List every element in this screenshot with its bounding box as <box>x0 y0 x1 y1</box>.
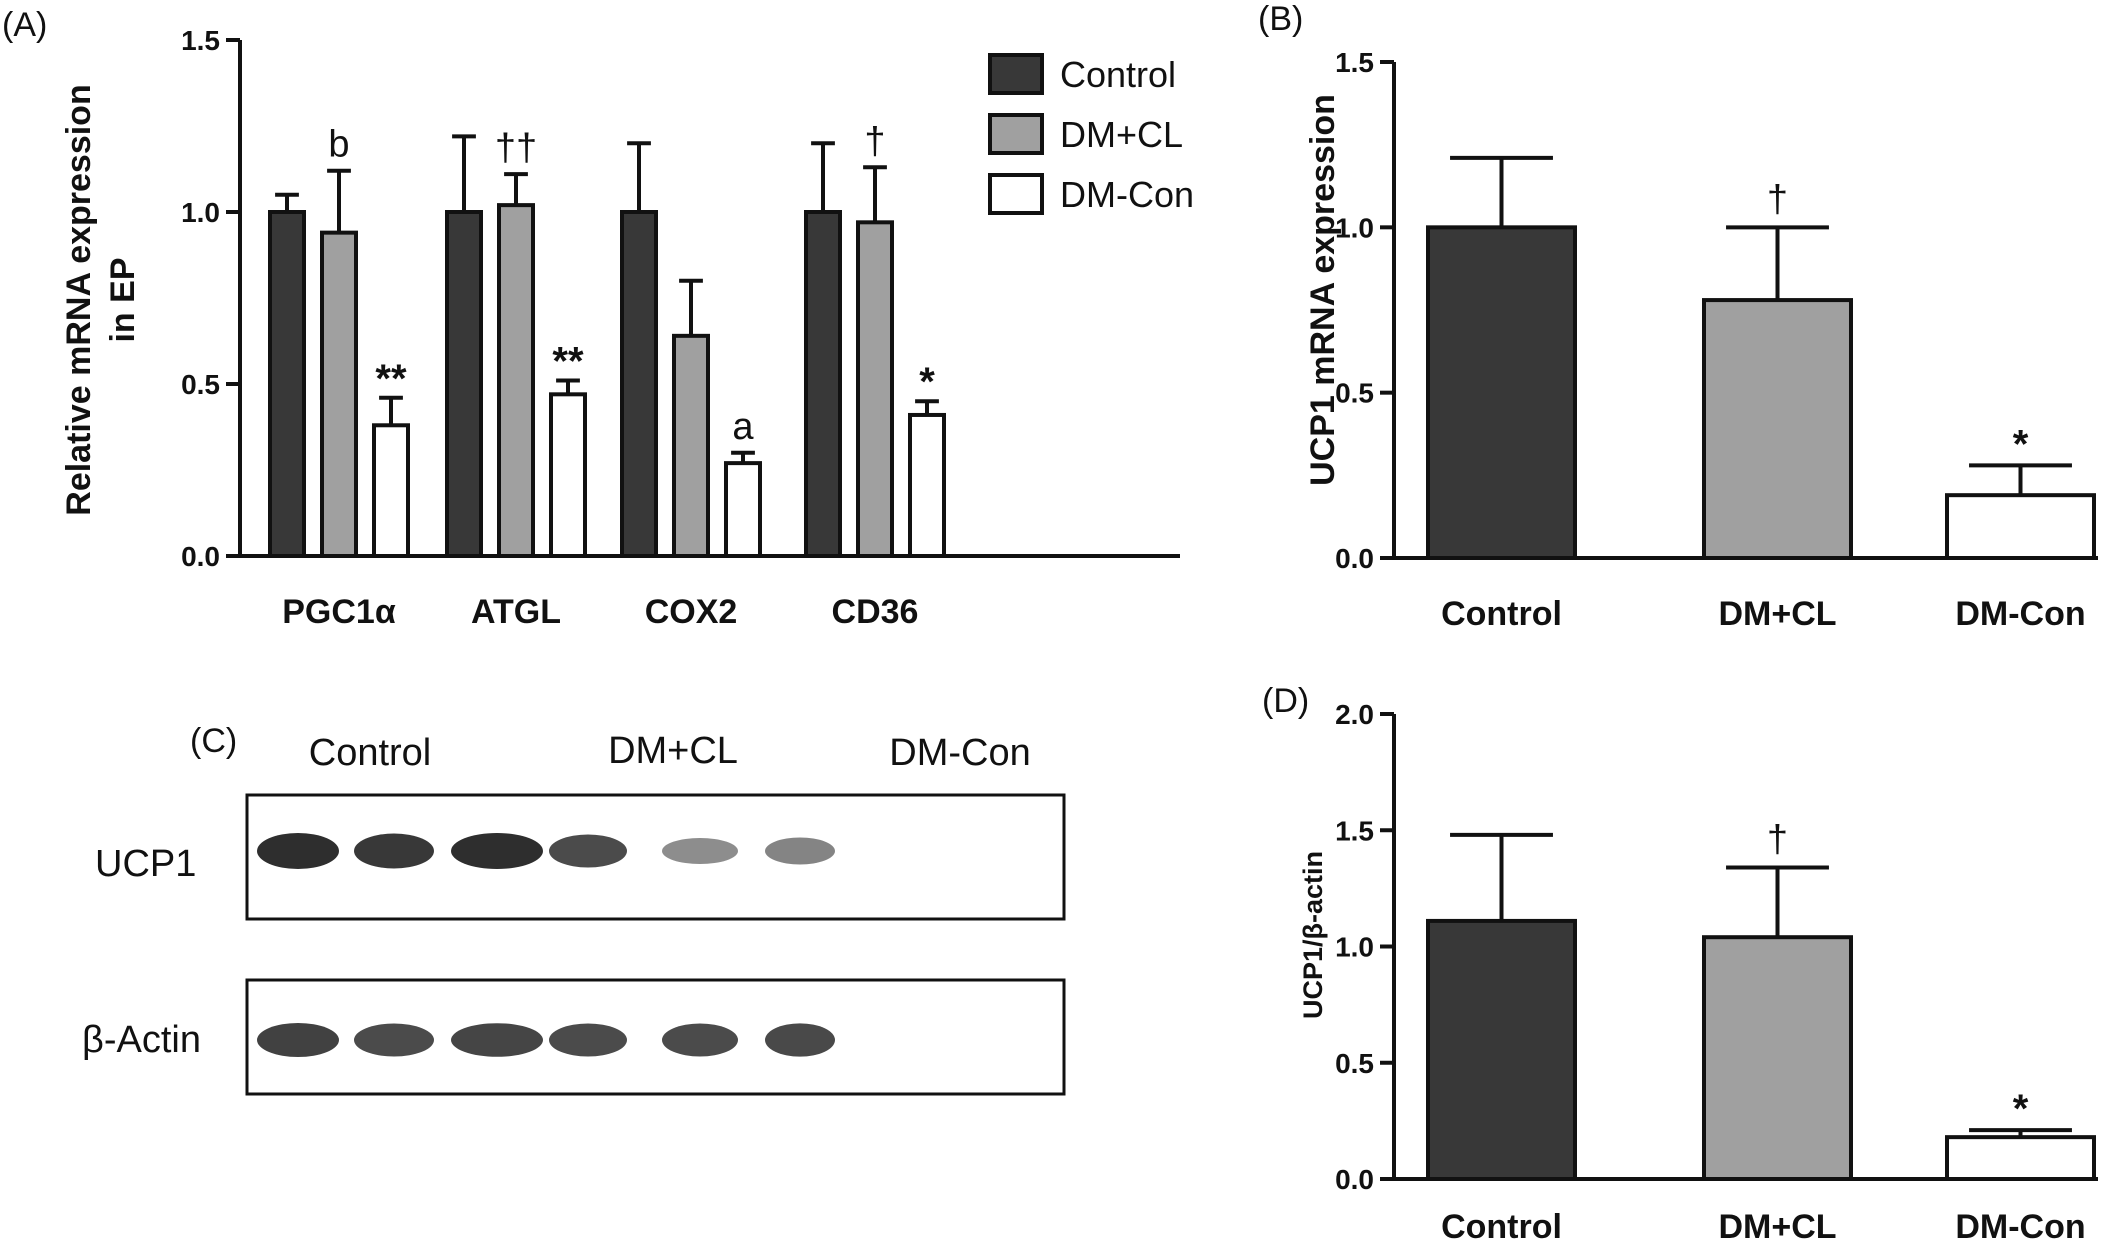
panel-d-y-tick-label: 0.5 <box>1335 1048 1374 1079</box>
blot-band-actin <box>549 1023 627 1057</box>
panel-b-bar-control <box>1426 225 1577 560</box>
panel-d-category-label: DM+CL <box>1718 1208 1836 1246</box>
panel-d-y-tick-label: 2.0 <box>1335 699 1374 730</box>
panel-a-y-tick-label: 0.0 <box>181 541 220 572</box>
panel-a-annotation: †† <box>495 127 537 169</box>
panel-a-ylabel-line2: in EP <box>104 257 142 342</box>
legend-swatch-control <box>988 53 1044 95</box>
panel-a-bar-cd36-dm-con <box>908 412 946 558</box>
panel-d-bar-control <box>1426 918 1577 1181</box>
panel-b-y-tick-label: 0.5 <box>1335 378 1374 409</box>
wb-row-label-beta-actin: β-Actin <box>82 1019 201 1061</box>
panel-b-letter: (B) <box>1258 0 1303 38</box>
panel-d: (D) UCP1/β-actin 0.0 0.5 1.0 1.5 2.0 Control †… <box>1262 682 2098 1246</box>
legend-label-dm-con: DM-Con <box>1060 174 1194 215</box>
panel-a-category-label: PGC1α <box>282 593 396 631</box>
panel-a-bar-atgl-control <box>445 210 483 558</box>
blot-band-actin <box>765 1023 835 1057</box>
legend: Control DM+CL DM-Con <box>988 53 1194 215</box>
blot-band-ucp1 <box>257 833 339 869</box>
panel-a-bar-atgl-dm-cl <box>497 203 535 558</box>
panel-a: (A) Relative mRNA expression in EP Contr… <box>2 6 1194 631</box>
panel-b-category-label: DM+CL <box>1718 595 1836 633</box>
panel-a-ylabel-line1: Relative mRNA expression <box>60 84 98 515</box>
panel-b-annotation: † <box>1767 178 1788 220</box>
legend-label-control: Control <box>1060 54 1176 95</box>
blot-band-actin <box>257 1023 339 1057</box>
blot-band-ucp1 <box>765 837 835 865</box>
panel-b-bar-dm-con <box>1945 493 2096 561</box>
blot-band-ucp1 <box>662 838 738 864</box>
panel-c-letter: (C) <box>190 722 237 760</box>
panel-b-y-tick-label: 1.5 <box>1335 47 1374 78</box>
panel-d-bar-dm-con <box>1945 1135 2096 1182</box>
panel-d-y-tick-label: 1.0 <box>1335 932 1374 963</box>
panel-d-category-label: Control <box>1441 1208 1562 1246</box>
wb-group-label-dm-con: DM-Con <box>889 732 1030 774</box>
panel-b-ylabel: UCP1 mRNA expression <box>1304 94 1342 486</box>
panel-c-western-blot: (C) Control DM+CL DM-Con UCP1 β-Actin <box>82 722 1066 1096</box>
blot-band-actin <box>662 1023 738 1057</box>
panel-a-bar-pgc1-dm-cl <box>320 230 358 558</box>
panel-b-category-label: Control <box>1441 595 1562 633</box>
panel-a-bar-pgc1-dm-con <box>372 423 410 558</box>
panel-a-category-label: CD36 <box>832 593 919 631</box>
panel-b-annotation: * <box>2013 422 2029 466</box>
panel-b-category-label: DM-Con <box>1955 595 2085 633</box>
panel-a-annotation: a <box>732 406 754 448</box>
panel-a-y-tick-label: 0.5 <box>181 369 220 400</box>
blot-band-ucp1 <box>354 833 434 869</box>
panel-d-category-label: DM-Con <box>1955 1208 2085 1246</box>
panel-a-bar-cox2-dm-con <box>724 461 762 558</box>
blot-band-actin <box>354 1023 434 1057</box>
panel-d-y-tick-label: 1.5 <box>1335 815 1374 846</box>
panel-d-y-tick-label: 0.0 <box>1335 1164 1374 1195</box>
panel-d-annotation: † <box>1767 818 1788 860</box>
panel-d-annotation: * <box>2013 1087 2029 1131</box>
panel-a-annotation: † <box>864 120 885 162</box>
panel-a-category-label: ATGL <box>471 593 561 631</box>
panel-a-annotation: * <box>919 360 935 404</box>
panel-d-ylabel: UCP1/β-actin <box>1298 851 1328 1019</box>
panel-a-bar-cox2-dm-cl <box>672 333 710 558</box>
blot-band-ucp1 <box>549 834 627 868</box>
panel-a-y-tick-label: 1.5 <box>181 25 220 56</box>
blot-frame-ucp1 <box>245 793 1066 921</box>
blot-band-ucp1 <box>451 833 543 869</box>
panel-a-letter: (A) <box>2 6 47 44</box>
panel-a-bar-cd36-control <box>804 210 842 558</box>
panel-a-bar-atgl-dm-con <box>549 392 587 558</box>
panel-b-bar-dm-cl <box>1702 298 1853 560</box>
panel-a-annotation: ** <box>552 340 584 384</box>
panel-a-annotation: ** <box>375 357 407 401</box>
panel-d-bar-dm-cl <box>1702 935 1853 1182</box>
legend-swatch-dm-con <box>988 173 1044 215</box>
panel-b-y-tick-label: 0.0 <box>1335 543 1374 574</box>
legend-label-dm-cl: DM+CL <box>1060 114 1183 155</box>
wb-row-label-ucp1: UCP1 <box>95 843 196 885</box>
panel-a-bar-cd36-dm-cl <box>856 220 894 558</box>
legend-swatch-dm-cl <box>988 113 1044 155</box>
blot-band-actin <box>451 1023 543 1057</box>
wb-group-label-control: Control <box>309 732 432 774</box>
panel-b-y-tick-label: 1.0 <box>1335 212 1374 243</box>
panel-a-annotation: b <box>328 124 349 166</box>
panel-b: (B) UCP1 mRNA expression 0.0 0.5 1.0 1.5 Con… <box>1258 0 2098 633</box>
panel-a-bar-pgc1-control <box>268 210 306 558</box>
panel-a-y-tick-label: 1.0 <box>181 197 220 228</box>
panel-a-bar-cox2-control <box>620 210 658 558</box>
wb-group-label-dm-cl: DM+CL <box>608 730 738 772</box>
panel-d-letter: (D) <box>1262 682 1309 720</box>
panel-a-category-label: COX2 <box>645 593 738 631</box>
